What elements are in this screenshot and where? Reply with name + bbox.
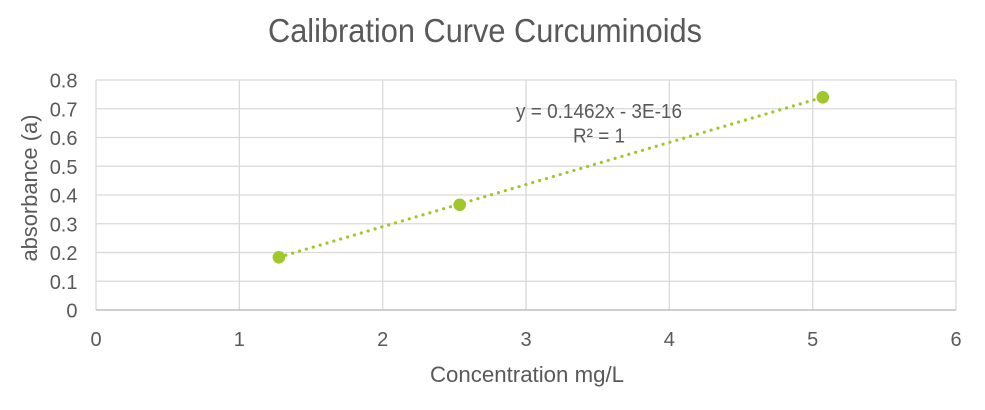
svg-text:2: 2 <box>377 329 388 351</box>
svg-text:0.6: 0.6 <box>50 128 78 150</box>
svg-text:0.4: 0.4 <box>50 186 78 208</box>
svg-text:Concentration mg/L: Concentration mg/L <box>430 362 624 387</box>
svg-text:4: 4 <box>664 329 675 351</box>
svg-text:R² = 1: R² = 1 <box>573 125 625 147</box>
svg-text:y = 0.1462x - 3E-16: y = 0.1462x - 3E-16 <box>516 101 682 123</box>
svg-text:6: 6 <box>950 329 961 351</box>
svg-text:1: 1 <box>234 329 245 351</box>
svg-text:0.7: 0.7 <box>50 99 78 121</box>
svg-text:0: 0 <box>66 301 77 323</box>
svg-text:0.5: 0.5 <box>50 157 78 179</box>
svg-text:0.3: 0.3 <box>50 214 78 236</box>
svg-text:3: 3 <box>520 329 531 351</box>
svg-text:0.8: 0.8 <box>50 71 78 93</box>
svg-text:0.1: 0.1 <box>50 272 78 294</box>
svg-text:absorbance (a): absorbance (a) <box>17 115 42 262</box>
svg-text:0: 0 <box>90 329 101 351</box>
svg-text:Calibration Curve Curcuminoids: Calibration Curve Curcuminoids <box>268 12 702 49</box>
svg-text:0.2: 0.2 <box>50 243 78 265</box>
svg-text:5: 5 <box>807 329 818 351</box>
